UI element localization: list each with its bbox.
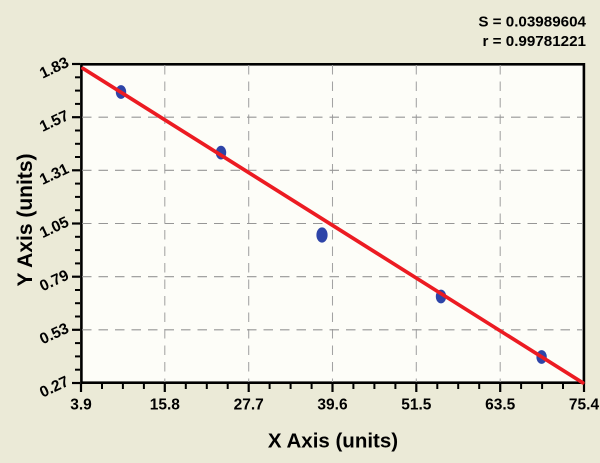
svg-text:Y Axis (units): Y Axis (units) xyxy=(14,153,37,286)
svg-text:15.8: 15.8 xyxy=(150,397,181,414)
svg-text:75.4: 75.4 xyxy=(569,397,600,414)
svg-text:39.6: 39.6 xyxy=(317,397,348,414)
svg-text:51.5: 51.5 xyxy=(401,397,432,414)
svg-text:27.7: 27.7 xyxy=(234,397,264,414)
svg-text:63.5: 63.5 xyxy=(485,397,516,414)
svg-text:X Axis (units): X Axis (units) xyxy=(268,429,398,452)
svg-text:r = 0.99781221: r = 0.99781221 xyxy=(483,33,587,50)
svg-text:3.9: 3.9 xyxy=(70,397,92,414)
svg-text:S = 0.03989604: S = 0.03989604 xyxy=(478,13,586,30)
